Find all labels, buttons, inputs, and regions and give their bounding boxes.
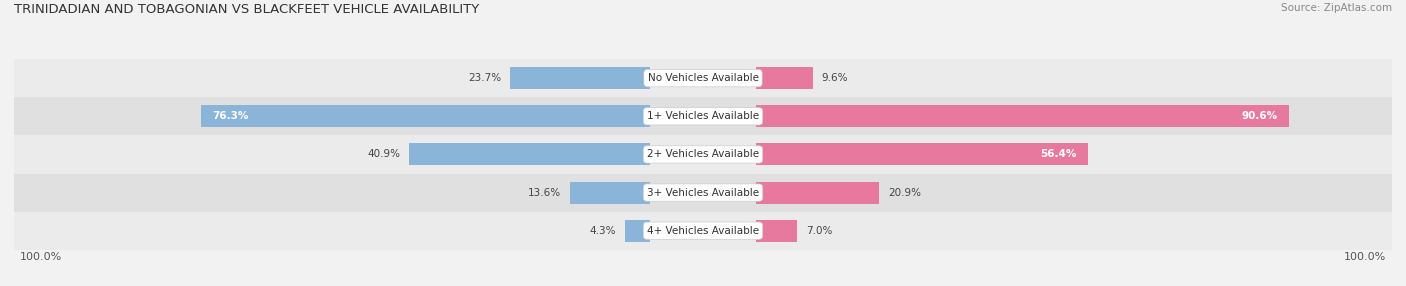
Bar bbox=[409, 143, 650, 166]
Text: 20.9%: 20.9% bbox=[889, 188, 921, 198]
Text: 40.9%: 40.9% bbox=[367, 150, 401, 159]
Bar bbox=[3, 135, 1403, 174]
Text: 100.0%: 100.0% bbox=[1344, 252, 1386, 262]
Text: 1+ Vehicles Available: 1+ Vehicles Available bbox=[647, 111, 759, 121]
Bar bbox=[756, 182, 879, 204]
Text: 100.0%: 100.0% bbox=[20, 252, 62, 262]
Text: 2+ Vehicles Available: 2+ Vehicles Available bbox=[647, 150, 759, 159]
Text: 56.4%: 56.4% bbox=[1040, 150, 1077, 159]
Text: Source: ZipAtlas.com: Source: ZipAtlas.com bbox=[1281, 3, 1392, 13]
Text: 9.6%: 9.6% bbox=[821, 73, 848, 83]
Bar bbox=[624, 220, 650, 242]
Bar bbox=[756, 105, 1289, 127]
Text: 4+ Vehicles Available: 4+ Vehicles Available bbox=[647, 226, 759, 236]
Bar bbox=[201, 105, 650, 127]
Text: 3+ Vehicles Available: 3+ Vehicles Available bbox=[647, 188, 759, 198]
Text: 13.6%: 13.6% bbox=[529, 188, 561, 198]
Bar bbox=[3, 212, 1403, 250]
Bar bbox=[756, 220, 797, 242]
Bar bbox=[569, 182, 650, 204]
Text: No Vehicles Available: No Vehicles Available bbox=[648, 73, 758, 83]
Bar bbox=[3, 174, 1403, 212]
Bar bbox=[756, 143, 1088, 166]
Text: 23.7%: 23.7% bbox=[468, 73, 502, 83]
Bar bbox=[756, 67, 813, 89]
Text: 76.3%: 76.3% bbox=[212, 111, 249, 121]
Text: 4.3%: 4.3% bbox=[589, 226, 616, 236]
Text: TRINIDADIAN AND TOBAGONIAN VS BLACKFEET VEHICLE AVAILABILITY: TRINIDADIAN AND TOBAGONIAN VS BLACKFEET … bbox=[14, 3, 479, 16]
Bar bbox=[3, 59, 1403, 97]
Bar bbox=[510, 67, 650, 89]
Bar bbox=[3, 97, 1403, 135]
Text: 90.6%: 90.6% bbox=[1241, 111, 1278, 121]
Text: 7.0%: 7.0% bbox=[806, 226, 832, 236]
